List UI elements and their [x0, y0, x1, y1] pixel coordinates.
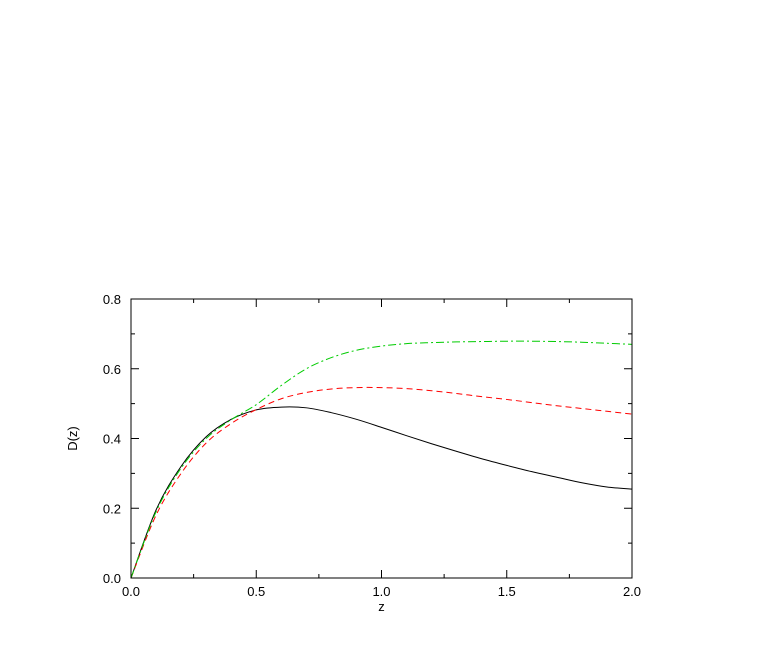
y-tick-label: 0.4 [103, 432, 121, 447]
series-line-3 [130, 340, 633, 579]
series-line-1 [130, 406, 633, 579]
y-tick-label: 0.6 [103, 362, 121, 377]
tick-labels: 0.0 0.5 1.0 1.5 2.0 0.0 0.2 0.4 0.6 0.8 [103, 292, 641, 599]
plot-frame [130, 298, 633, 579]
series-line-2 [130, 386, 633, 579]
x-tick-label: 0.0 [122, 584, 140, 599]
x-tick-label: 2.0 [623, 584, 641, 599]
y-tick-label: 0.8 [103, 292, 121, 307]
y-tick-label: 0.0 [103, 571, 121, 586]
series-group [130, 340, 633, 579]
y-axis-label: D(z) [65, 426, 80, 451]
x-tick-label: 0.5 [247, 584, 265, 599]
y-tick-label: 0.2 [103, 501, 121, 516]
x-tick-label: 1.0 [372, 584, 390, 599]
x-tick-label: 1.5 [498, 584, 516, 599]
x-axis-label: z [378, 599, 385, 614]
